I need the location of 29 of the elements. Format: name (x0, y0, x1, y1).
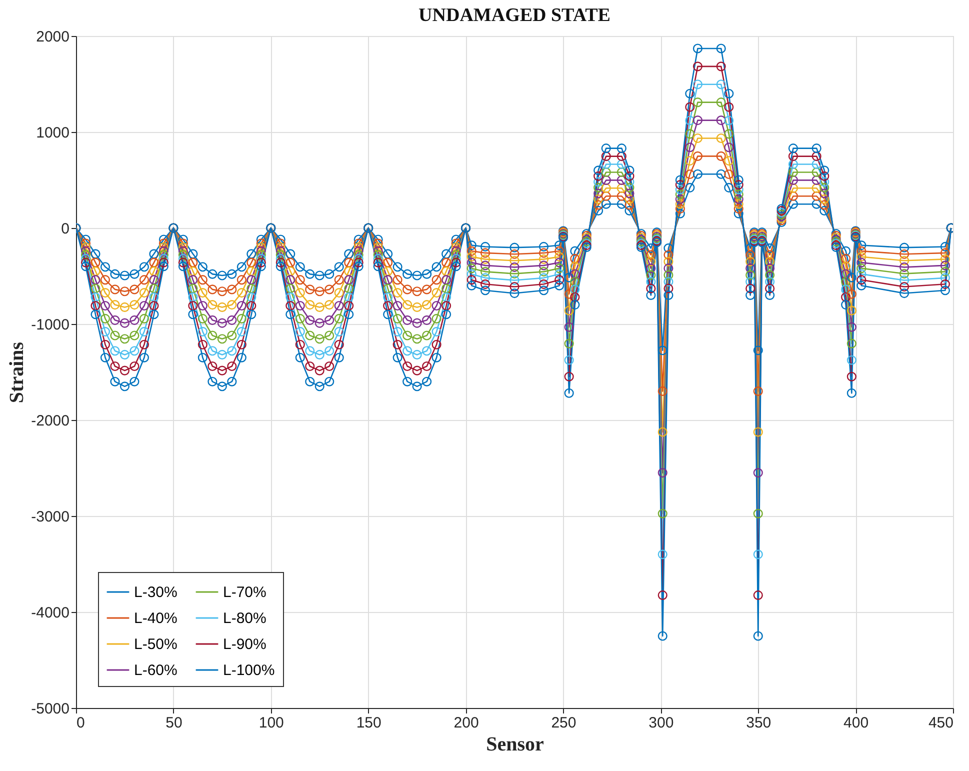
x-tick-label: 50 (166, 714, 182, 732)
y-tick-label: -4000 (31, 604, 70, 622)
x-tick-label: 300 (648, 714, 674, 732)
x-tick-label: 250 (551, 714, 576, 732)
x-tick-label: 350 (746, 714, 772, 732)
legend-label: L-70% (223, 584, 266, 601)
legend-label: L-100% (223, 662, 275, 679)
legend-label: L-80% (223, 610, 266, 627)
y-tick-label: -3000 (31, 508, 70, 526)
y-tick-label: 1000 (36, 124, 70, 142)
chart-title: UNDAMAGED STATE (418, 5, 610, 26)
legend-label: L-30% (134, 584, 178, 601)
x-tick-label: 450 (928, 714, 954, 732)
legend-label: L-90% (223, 636, 266, 653)
legend-label: L-40% (134, 610, 178, 627)
x-axis-title: Sensor (486, 734, 544, 756)
y-axis-title: Strains (6, 342, 28, 404)
y-tick-label: -2000 (31, 412, 70, 430)
y-tick-label: 2000 (36, 28, 70, 46)
x-tick-label: 0 (76, 714, 85, 732)
x-tick-label: 150 (356, 714, 382, 732)
legend-label: L-60% (134, 662, 178, 679)
x-tick-label: 200 (454, 714, 479, 732)
x-tick-label: 100 (258, 714, 284, 732)
y-tick-label: 0 (61, 220, 70, 238)
y-tick-label: -5000 (31, 700, 70, 718)
legend-label: L-50% (134, 636, 178, 653)
x-tick-label: 400 (844, 714, 869, 732)
y-tick-label: -1000 (31, 316, 70, 334)
